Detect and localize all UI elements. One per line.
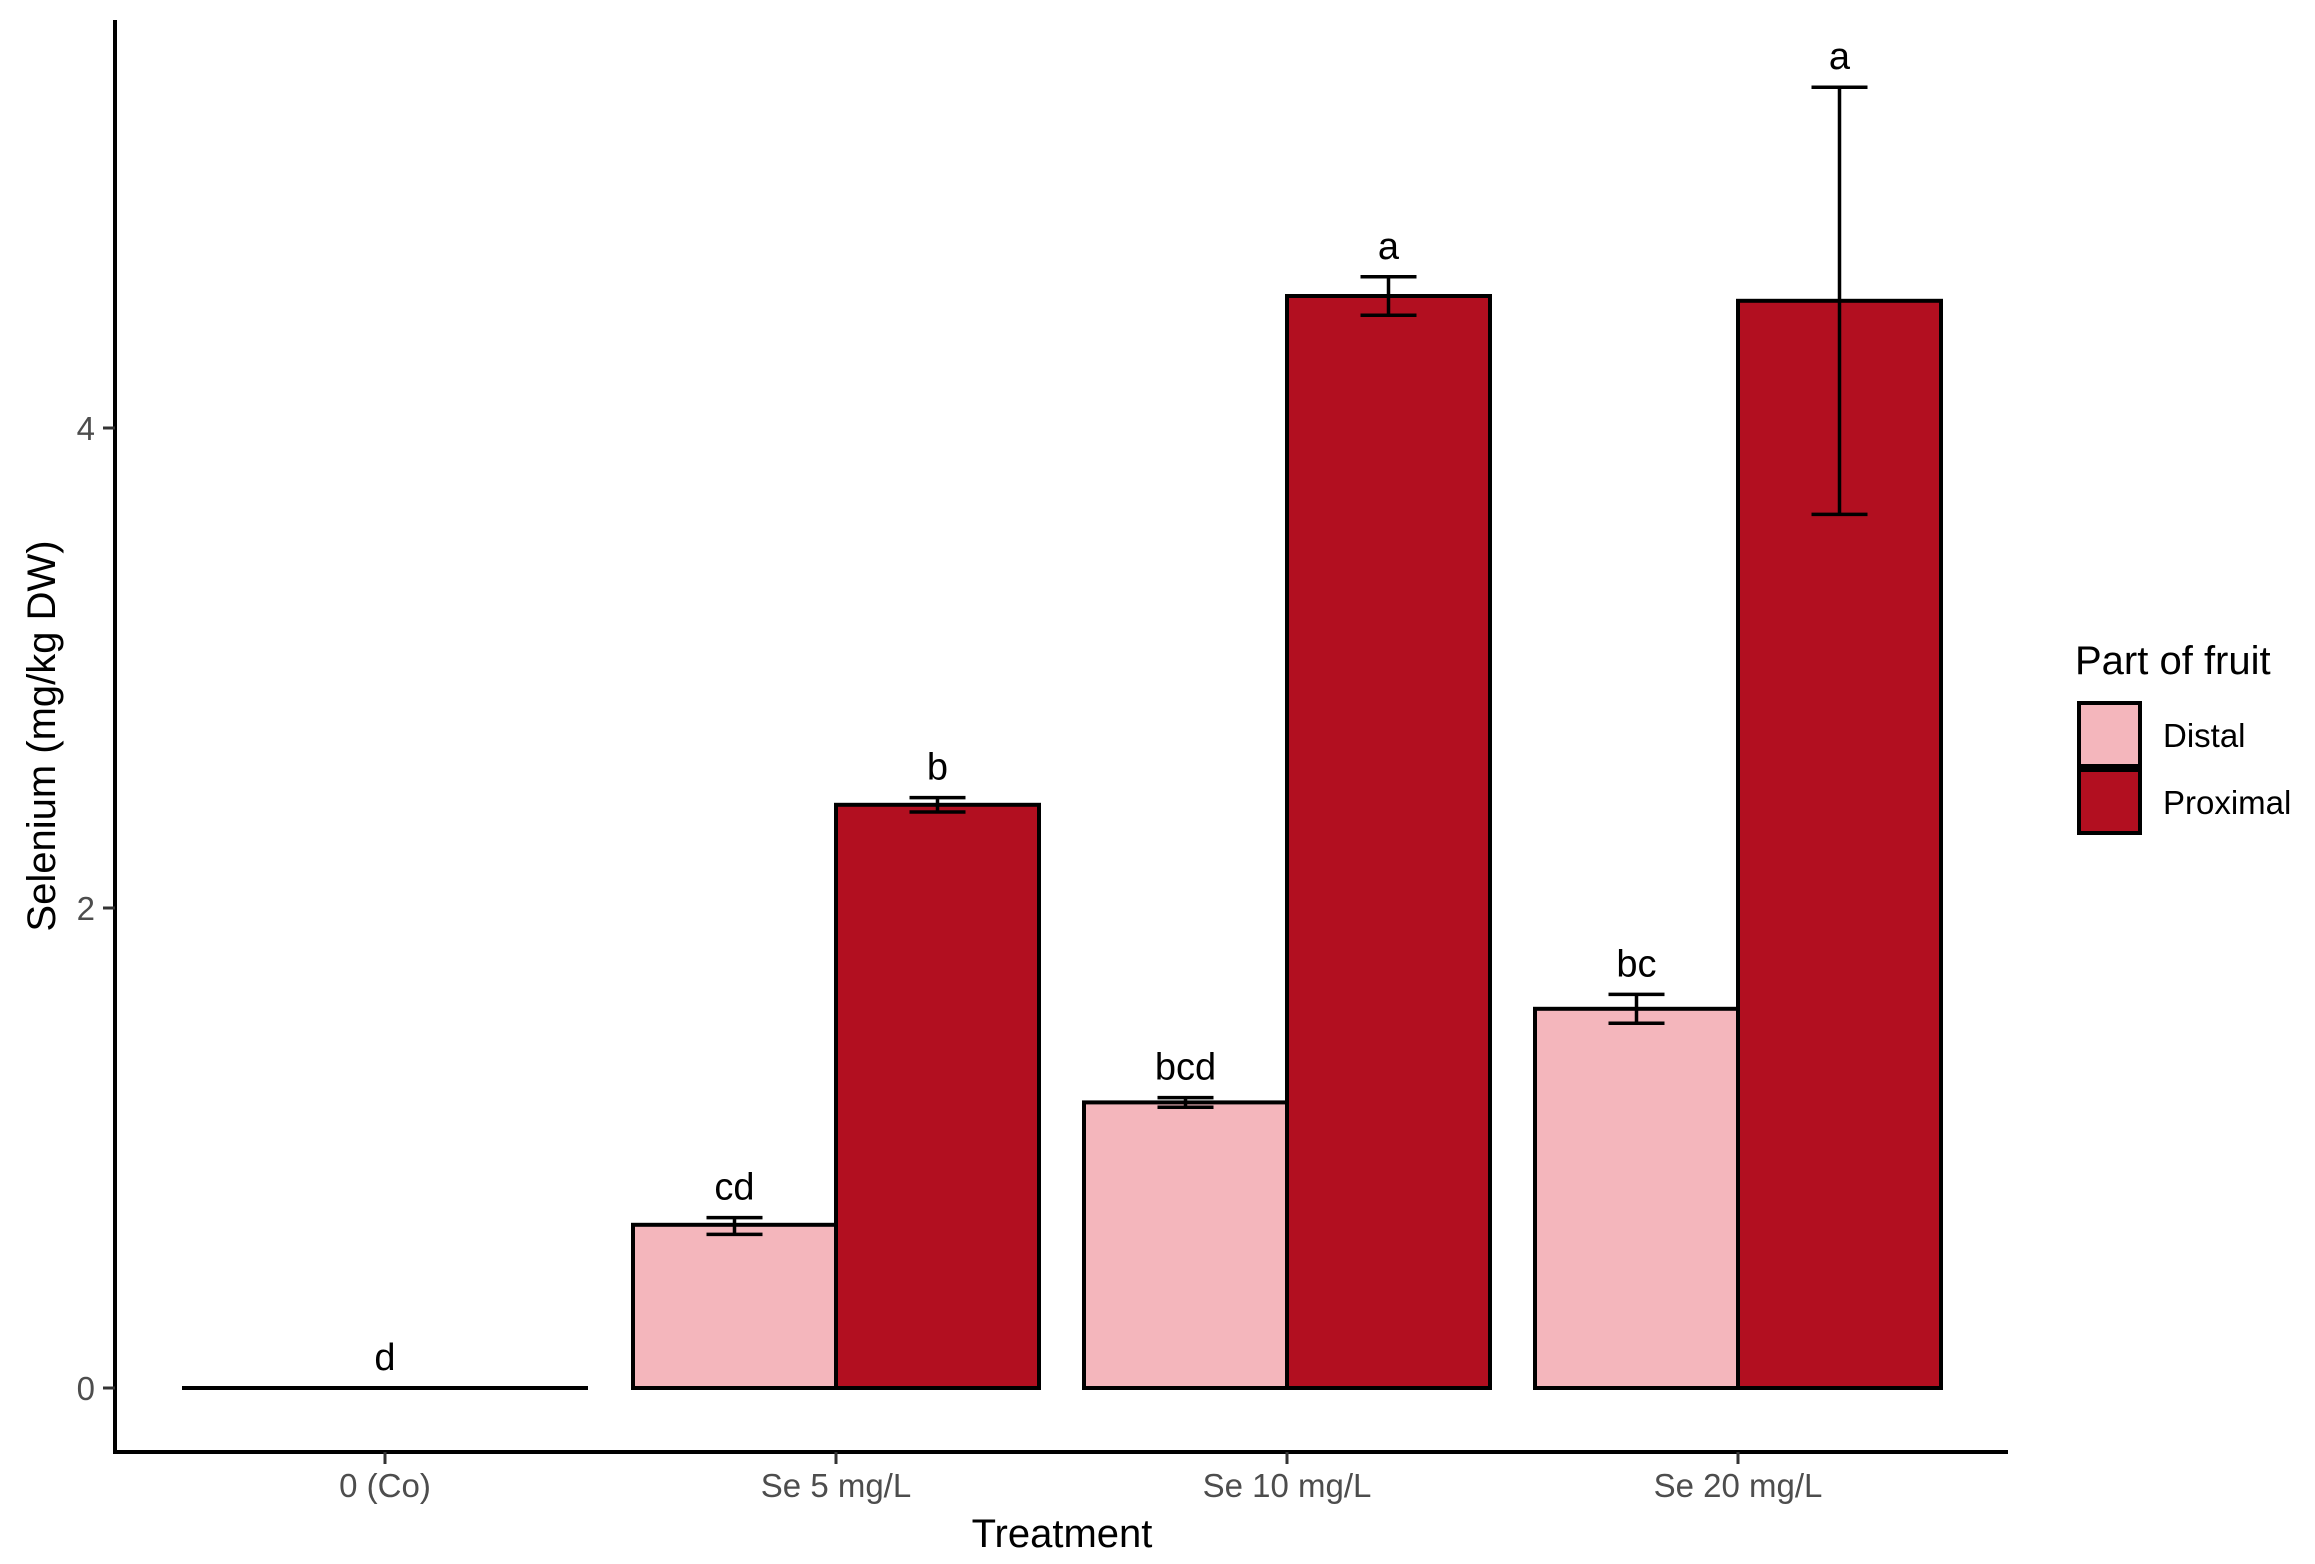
legend-item-distal: Distal (2077, 701, 2246, 768)
x-axis-title: Treatment (972, 1512, 1153, 1556)
x-tick-label-2: Se 10 mg/L (1203, 1467, 1372, 1504)
error-bar-distal-1 (706, 1215, 763, 1237)
significance-letter-distal-0: d (374, 1337, 395, 1379)
y-tick-label-0: 0 (77, 1370, 95, 1407)
legend: Part of fruit Distal Proximal (2075, 639, 2291, 835)
error-bar-proximal-1 (909, 795, 966, 814)
bar-distal-3 (1533, 1006, 1740, 1390)
legend-label-distal: Distal (2163, 717, 2246, 754)
error-bar-proximal-3 (1811, 85, 1868, 517)
significance-letter-proximal-1: b (927, 747, 948, 789)
legend-swatch-distal (2077, 701, 2142, 768)
legend-label-proximal: Proximal (2163, 784, 2291, 821)
y-axis-title: Selenium (mg/kg DW) (20, 540, 64, 931)
error-bars-layer (706, 85, 1868, 1237)
bar-proximal-2 (1285, 294, 1492, 1390)
error-bar-proximal-2 (1360, 275, 1417, 317)
significance-letter-proximal-3: a (1829, 36, 1851, 78)
bar-proximal-1 (834, 802, 1041, 1390)
axes-layer: 0 2 4 0 (Co) Se 5 mg/L Se 10 mg/L Se 20 mg/L (77, 20, 2008, 1504)
legend-title: Part of fruit (2075, 639, 2271, 683)
significance-letter-distal-1: cd (714, 1167, 754, 1209)
bars-layer (182, 294, 1943, 1391)
x-tick-label-3: Se 20 mg/L (1654, 1467, 1823, 1504)
significance-letters-layer: d cd bcd bc b a a (374, 36, 1851, 1379)
bar-distal-1 (631, 1222, 838, 1391)
significance-letter-distal-3: bc (1616, 943, 1656, 985)
legend-items: Distal Proximal (2077, 701, 2291, 835)
significance-letter-proximal-2: a (1378, 226, 1400, 268)
legend-item-proximal: Proximal (2077, 768, 2291, 835)
significance-letter-distal-2: bcd (1155, 1047, 1216, 1089)
x-tick-label-0: 0 (Co) (339, 1467, 431, 1504)
error-bar-distal-3 (1608, 992, 1665, 1025)
y-tick-label-2: 2 (77, 890, 95, 927)
y-tick-label-4: 4 (77, 410, 95, 447)
error-bar-distal-2 (1157, 1095, 1214, 1109)
bar-distal-2 (1082, 1100, 1289, 1391)
x-tick-label-1: Se 5 mg/L (761, 1467, 911, 1504)
legend-swatch-proximal (2077, 768, 2142, 835)
